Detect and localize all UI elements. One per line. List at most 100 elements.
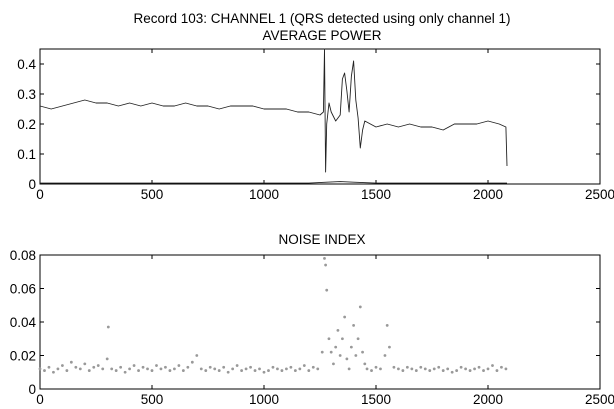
noise-index-data-point <box>43 369 46 372</box>
average-power-y-tick-label: 0.4 <box>17 57 36 72</box>
noise-index-x-tick-label: 2000 <box>473 392 503 407</box>
average-power-chart: AVERAGE POWER 0 500 1000 1500 2000 2500 0 0.1 0.… <box>17 28 614 202</box>
noise-index-data-point <box>137 369 140 372</box>
noise-index-data-point <box>177 364 181 367</box>
noise-index-data-point <box>123 370 127 374</box>
noise-index-data-point <box>249 365 252 369</box>
noise-index-data-point <box>235 364 239 367</box>
noise-index-data-point <box>213 367 217 371</box>
noise-index-data-point <box>332 362 335 366</box>
noise-index-data-point <box>428 369 432 372</box>
noise-index-data-point <box>78 367 82 371</box>
noise-index-data-point <box>56 367 60 371</box>
noise-index-axes-frame <box>39 254 601 390</box>
noise-index-data-point <box>262 370 266 374</box>
noise-index-data-point <box>482 369 485 372</box>
noise-index-plot: 0 500 1000 1500 2000 2500 0 0.02 0.04 0.06 0.08 <box>10 248 614 407</box>
noise-index-data-point <box>385 323 389 327</box>
noise-index-y-tick-label: 0.06 <box>10 282 36 297</box>
noise-index-data-point <box>334 345 338 349</box>
noise-index-data-point <box>486 367 490 371</box>
average-power-y-tick-label: 0.2 <box>17 117 36 132</box>
noise-index-y-tick-label: 0.02 <box>10 349 36 364</box>
noise-index-data-point <box>298 367 302 371</box>
noise-index-data-point <box>280 369 284 372</box>
noise-index-data-point <box>419 365 423 369</box>
average-power-x-tick-label: 1500 <box>361 187 391 202</box>
average-power-y-tick-label: 0.3 <box>17 87 36 102</box>
average-power-title: AVERAGE POWER <box>262 28 381 43</box>
average-power-series-1-line <box>40 181 507 184</box>
average-power-x-tick-label: 2000 <box>473 187 503 202</box>
noise-index-data-point <box>405 365 409 369</box>
noise-index-data-point <box>414 369 418 372</box>
noise-index-data-point <box>271 365 275 369</box>
noise-index-data-point <box>329 350 333 354</box>
noise-index-data-point <box>324 263 327 267</box>
noise-index-data-point <box>181 369 185 372</box>
noise-index-data-point <box>231 367 235 371</box>
noise-index-data-point <box>204 369 208 372</box>
noise-index-data-point <box>383 354 387 357</box>
noise-index-data-point <box>96 364 100 367</box>
noise-index-data-point <box>336 328 340 332</box>
noise-index-data-point <box>397 367 400 371</box>
noise-index-data-point <box>217 369 221 372</box>
noise-index-data-point <box>155 364 158 367</box>
noise-index-data-point <box>267 369 270 372</box>
noise-index-data-point <box>240 369 244 372</box>
noise-index-x-tick-label: 1000 <box>249 392 279 407</box>
average-power-y-tick-label: 0 <box>28 177 36 192</box>
noise-index-data-point <box>132 364 136 367</box>
noise-index-data-point <box>341 337 344 341</box>
noise-index-data-point <box>323 256 326 260</box>
noise-index-data-point <box>101 367 105 371</box>
noise-index-data-point <box>311 365 315 369</box>
noise-index-data-point <box>468 369 472 372</box>
noise-index-chart: NOISE INDEX 0 500 1000 1500 2000 2500 0 0.02 0.0… <box>10 232 614 407</box>
noise-index-data-point <box>345 357 349 361</box>
noise-index-data-point <box>302 364 306 367</box>
noise-index-data-point <box>320 350 324 354</box>
noise-index-data-point <box>356 337 360 341</box>
noise-index-x-tick-label: 500 <box>141 392 164 407</box>
noise-index-title: NOISE INDEX <box>278 232 365 247</box>
noise-index-data-point <box>446 367 450 371</box>
noise-index-data-point <box>92 365 96 369</box>
noise-index-data-point <box>226 370 230 374</box>
noise-index-data-point <box>491 364 494 367</box>
noise-index-data-point <box>473 367 476 371</box>
noise-index-data-point <box>52 370 55 374</box>
noise-index-data-point <box>325 288 329 292</box>
noise-index-data-point <box>61 364 64 367</box>
noise-index-data-point <box>208 365 212 369</box>
noise-index-data-point <box>401 369 405 372</box>
noise-index-data-point <box>500 365 503 369</box>
average-power-plot: 0 500 1000 1500 2000 2500 0 0.1 0.2 0.3 0.4 <box>17 48 614 202</box>
noise-index-x-tick-label: 2500 <box>585 392 614 407</box>
noise-index-data-point <box>47 365 51 369</box>
noise-index-data-point <box>495 369 499 372</box>
noise-index-data-point <box>146 367 149 371</box>
noise-index-data-point <box>477 365 481 369</box>
noise-index-y-tick-label: 0.08 <box>10 248 36 263</box>
noise-index-data-point <box>199 367 203 371</box>
noise-index-data-point <box>190 360 194 364</box>
noise-index-data-point <box>186 365 190 369</box>
noise-index-data-point <box>253 369 257 372</box>
noise-index-data-point <box>258 367 261 371</box>
noise-index-data-point <box>392 365 396 369</box>
noise-index-data-point <box>293 369 297 372</box>
average-power-x-tick-label: 500 <box>141 187 164 202</box>
noise-index-data-point <box>358 305 362 309</box>
noise-index-data-point <box>150 369 154 372</box>
noise-index-data-point <box>388 345 391 349</box>
noise-index-data-point <box>222 365 226 369</box>
noise-index-data-point <box>343 315 347 319</box>
noise-index-data-point <box>379 367 382 371</box>
noise-index-data-point <box>105 357 109 361</box>
noise-index-data-point <box>65 369 69 372</box>
average-power-x-tick-label: 1000 <box>249 187 279 202</box>
noise-index-data-point <box>276 367 279 371</box>
